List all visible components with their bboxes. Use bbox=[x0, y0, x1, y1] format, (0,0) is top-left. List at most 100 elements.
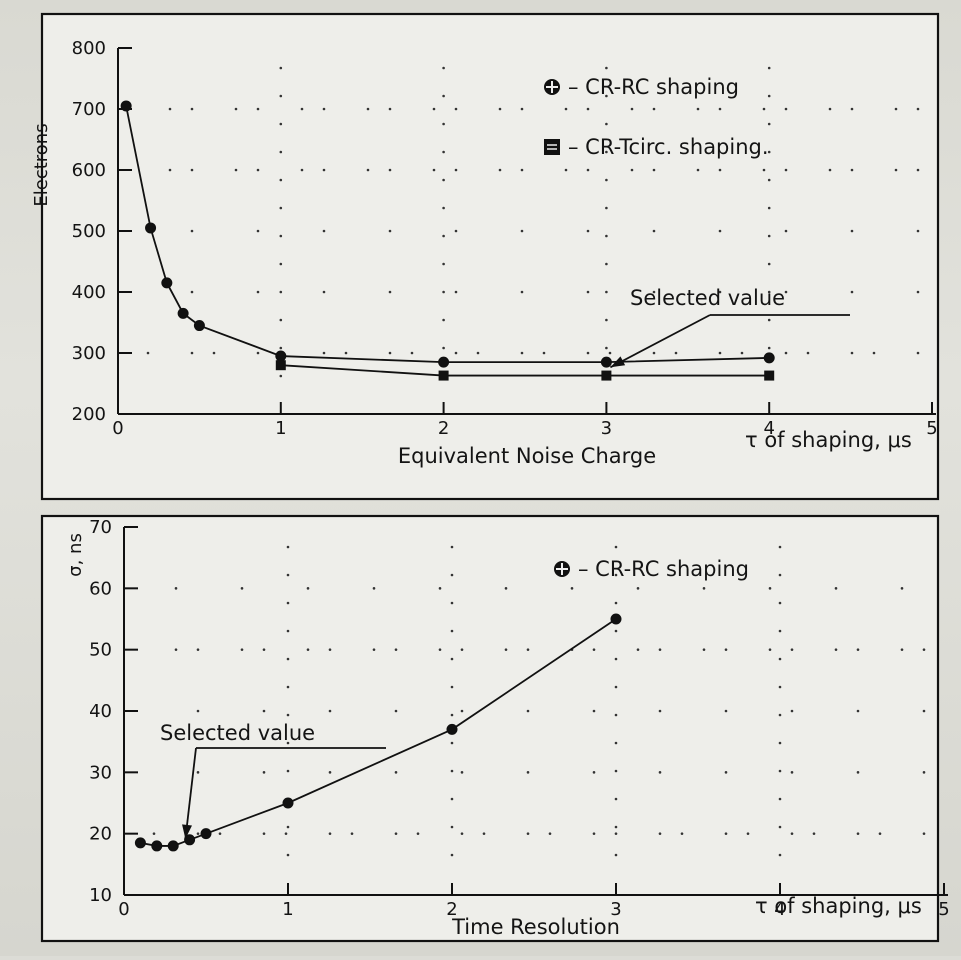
ency-grid-dot bbox=[605, 66, 608, 70]
ency-grid-dot bbox=[605, 122, 608, 126]
time-resolution-grid-dot bbox=[328, 648, 332, 651]
time-resolution-grid-dot bbox=[778, 825, 782, 829]
time-resolution-legend: – CR-RC shaping bbox=[554, 557, 749, 581]
time-resolution-annotation-leader bbox=[184, 747, 197, 839]
ency-grid-dot bbox=[916, 229, 920, 233]
time-resolution-grid-dot bbox=[450, 657, 454, 661]
time-resolution-grid-dot bbox=[196, 771, 200, 774]
time-resolution-grid-dot bbox=[778, 741, 782, 745]
time-resolution-y-tick-label: 70 bbox=[89, 517, 112, 538]
time-resolution-grid-dot bbox=[702, 648, 706, 651]
ency-grid-dot bbox=[279, 94, 283, 98]
ency-grid-dot bbox=[322, 107, 326, 111]
ency-grid-dot bbox=[279, 178, 283, 182]
time-resolution-grid-dot bbox=[174, 648, 178, 651]
ency-grid-dot bbox=[388, 229, 392, 233]
time-resolution-grid-dot bbox=[778, 853, 782, 857]
time-resolution-grid-dot bbox=[922, 709, 926, 713]
time-resolution-grid-dot bbox=[482, 832, 486, 835]
ency-grid-dot bbox=[388, 351, 392, 355]
ency-grid-dot bbox=[454, 229, 458, 233]
ency-grid-dot bbox=[190, 168, 194, 172]
ency-grid-dot bbox=[520, 351, 524, 355]
time-resolution-grid-dot bbox=[658, 771, 662, 774]
ency-grid-dot bbox=[520, 107, 524, 111]
time-resolution-grid-dot bbox=[372, 648, 376, 651]
time-resolution-grid-dot bbox=[614, 573, 618, 577]
time-resolution-grid-dot bbox=[724, 771, 728, 774]
ency-x-tick-label: 0 bbox=[112, 418, 123, 439]
time-resolution-grid-dot bbox=[900, 648, 904, 651]
ency-grid-dot bbox=[605, 150, 608, 154]
ency-grid-dot bbox=[916, 351, 920, 355]
time-resolution-grid-dot bbox=[306, 587, 310, 590]
time-resolution-grid-dot bbox=[724, 832, 728, 835]
time-resolution-grid-dot bbox=[286, 769, 290, 773]
time-resolution-grid-dot bbox=[460, 709, 464, 713]
ency-grid-dot bbox=[767, 66, 771, 70]
ency-grid-dot bbox=[279, 262, 283, 266]
time-resolution-grid-dot bbox=[922, 771, 926, 774]
ency-grid-dot bbox=[784, 290, 788, 294]
time-resolution-grid-dot bbox=[778, 601, 782, 605]
ency-x-tick-label: 5 bbox=[926, 418, 937, 439]
ency-grid-dot bbox=[498, 107, 502, 111]
time-resolution-grid-dot bbox=[614, 685, 618, 689]
ency-data-point-circle bbox=[275, 350, 287, 362]
time-resolution-grid-dot bbox=[680, 832, 684, 835]
ency-grid-dot bbox=[916, 168, 920, 172]
time-resolution-grid-dot bbox=[614, 545, 618, 549]
time-resolution-grid-dot bbox=[614, 825, 618, 829]
ency-grid-dot bbox=[767, 346, 771, 350]
time-resolution-grid-dot bbox=[152, 832, 156, 835]
time-resolution-grid-dot bbox=[746, 832, 750, 835]
ency-grid-dot bbox=[279, 290, 283, 294]
time-resolution-grid-dot bbox=[240, 648, 244, 651]
time-resolution-x-unit-label: τ of shaping, μs bbox=[755, 894, 922, 918]
time-resolution-grid-dot bbox=[778, 769, 782, 773]
ency-y-tick-label: 700 bbox=[72, 99, 106, 120]
time-resolution-grid-dot bbox=[768, 587, 772, 590]
ency-grid-dot bbox=[586, 229, 590, 233]
ency-grid-dot bbox=[850, 229, 854, 233]
ency-grid-dot bbox=[542, 351, 546, 355]
ency-grid-dot bbox=[652, 168, 656, 172]
ency-grid-dot bbox=[388, 107, 392, 111]
ency-grid-dot bbox=[605, 346, 608, 350]
time-resolution-grid-dot bbox=[922, 832, 926, 835]
time-resolution-data-point-circle bbox=[151, 840, 163, 852]
time-resolution-y-tick-label: 50 bbox=[89, 640, 112, 661]
ency-grid-dot bbox=[784, 107, 788, 111]
time-resolution-grid-dot bbox=[328, 832, 332, 835]
ency-annotation-label: Selected value bbox=[630, 286, 785, 310]
time-resolution-grid-dot bbox=[438, 587, 442, 590]
ency-grid-dot bbox=[279, 346, 283, 350]
ency-grid-dot bbox=[279, 318, 283, 322]
time-resolution-grid-dot bbox=[372, 587, 376, 590]
ency-data-point-circle bbox=[438, 356, 450, 368]
ency-grid-dot bbox=[388, 290, 392, 294]
ency-y-tick-label: 500 bbox=[72, 221, 106, 242]
ency-grid-dot bbox=[652, 290, 656, 294]
ency-grid-dot bbox=[322, 229, 326, 233]
ency-grid-dot bbox=[767, 262, 771, 266]
ency-grid-dot bbox=[432, 168, 436, 172]
ency-grid-dot bbox=[652, 229, 656, 233]
ency-chart-panel: 0 1 2 3 4 5 200 300 400 500 600 700 800 – CR-RC shap… bbox=[31, 12, 940, 501]
ency-grid-dot bbox=[300, 107, 304, 111]
ency-grid-dot bbox=[146, 351, 150, 355]
ency-grid-dot bbox=[454, 290, 458, 294]
ency-grid-dot bbox=[630, 168, 634, 172]
time-resolution-grid-dot bbox=[658, 648, 662, 651]
ency-grid-dot bbox=[190, 229, 194, 233]
ency-grid-dot bbox=[718, 351, 722, 355]
ency-grid-dot bbox=[454, 351, 458, 355]
time-resolution-grid-dot bbox=[240, 587, 244, 590]
ency-grid-dot bbox=[442, 66, 445, 70]
ency-grid-dot bbox=[442, 94, 445, 98]
ency-grid-dot bbox=[279, 66, 283, 70]
time-resolution-grid-dot bbox=[460, 648, 464, 651]
ency-grid-dot bbox=[410, 351, 414, 355]
time-resolution-y-tick-label: 60 bbox=[89, 578, 112, 599]
